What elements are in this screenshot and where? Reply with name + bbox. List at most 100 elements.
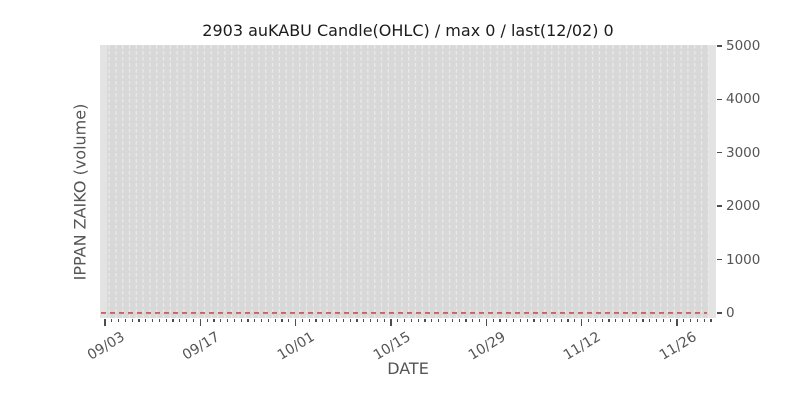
- x-minor-tick-mark: [213, 318, 215, 322]
- x-minor-tick-mark: [472, 318, 474, 322]
- x-minor-tick-mark: [621, 318, 624, 322]
- x-minor-tick-mark: [301, 318, 304, 322]
- y-tick-mark: [717, 312, 722, 314]
- x-minor-tick-mark: [512, 318, 515, 322]
- x-minor-tick-mark: [131, 318, 133, 322]
- x-minor-tick-mark: [158, 318, 161, 322]
- x-minor-tick-mark: [308, 318, 310, 322]
- y-tick-mark: [717, 98, 722, 101]
- y-tick-label: 1000: [726, 251, 761, 268]
- x-minor-tick-mark: [553, 318, 556, 322]
- y-tick-mark: [717, 45, 722, 47]
- x-minor-tick-mark: [690, 318, 692, 322]
- plot-area: [100, 45, 716, 318]
- x-minor-tick-mark: [492, 318, 494, 322]
- x-minor-tick-mark: [519, 318, 521, 322]
- x-minor-tick-mark: [438, 318, 440, 322]
- y-tick-mark: [717, 258, 722, 261]
- x-minor-tick-mark: [254, 318, 256, 322]
- x-minor-tick-mark: [499, 318, 501, 322]
- x-minor-tick-mark: [703, 318, 705, 322]
- x-minor-tick-mark: [342, 318, 344, 322]
- x-minor-tick-mark: [587, 318, 590, 322]
- x-minor-tick-mark: [547, 318, 549, 322]
- x-major-tick-mark: [485, 318, 487, 326]
- x-major-tick-mark: [199, 318, 201, 326]
- x-minor-tick-mark: [240, 318, 242, 322]
- x-minor-tick-mark: [683, 318, 685, 322]
- y-tick-label: 4000: [726, 91, 761, 108]
- x-minor-tick-mark: [186, 318, 188, 322]
- x-major-tick-mark: [390, 318, 392, 326]
- x-minor-tick-mark: [635, 318, 637, 322]
- x-minor-tick-mark: [356, 318, 358, 322]
- x-minor-tick-mark: [608, 318, 610, 322]
- x-minor-tick-mark: [656, 318, 658, 322]
- y-axis-label: IPPAN ZAIKO (volume): [70, 103, 90, 281]
- y-tick-label: 3000: [726, 144, 761, 161]
- x-major-tick-mark: [676, 318, 678, 326]
- x-minor-tick-mark: [152, 318, 154, 322]
- x-minor-tick-mark: [376, 318, 378, 322]
- x-minor-tick-mark: [567, 318, 569, 322]
- plot-canvas: [101, 45, 710, 318]
- x-minor-tick-mark: [642, 318, 644, 322]
- x-minor-tick-mark: [267, 318, 269, 322]
- x-major-tick-mark: [104, 318, 106, 326]
- x-minor-tick-mark: [335, 318, 338, 322]
- y-tick-label: 2000: [726, 198, 761, 215]
- x-minor-tick-mark: [669, 318, 671, 322]
- y-tick-label: 0: [726, 304, 735, 321]
- x-minor-tick-mark: [444, 318, 447, 322]
- x-minor-tick-mark: [165, 318, 167, 322]
- x-minor-tick-mark: [179, 318, 181, 322]
- y-tick-mark: [717, 205, 722, 207]
- x-minor-tick-mark: [281, 318, 283, 322]
- x-minor-tick-mark: [615, 318, 617, 322]
- x-minor-tick-mark: [397, 318, 399, 322]
- x-minor-tick-mark: [172, 318, 174, 322]
- x-minor-tick-mark: [465, 318, 467, 322]
- x-minor-tick-mark: [220, 318, 222, 322]
- x-minor-tick-mark: [710, 318, 712, 322]
- x-minor-tick-mark: [410, 318, 413, 322]
- x-minor-tick-mark: [594, 318, 596, 322]
- chart-title: 2903 auKABU Candle(OHLC) / max 0 / last(…: [202, 21, 614, 40]
- x-minor-tick-mark: [322, 318, 324, 322]
- x-minor-tick-mark: [117, 318, 120, 322]
- x-minor-tick-mark: [233, 318, 235, 322]
- x-minor-tick-mark: [560, 318, 562, 322]
- x-minor-tick-mark: [540, 318, 542, 322]
- x-minor-tick-mark: [206, 318, 208, 322]
- x-major-tick-mark: [581, 318, 583, 326]
- x-minor-tick-mark: [424, 318, 426, 322]
- x-minor-tick-mark: [506, 318, 508, 322]
- y-tick-mark: [717, 152, 722, 154]
- x-minor-tick-mark: [649, 318, 651, 322]
- x-minor-tick-mark: [363, 318, 365, 322]
- x-minor-tick-mark: [226, 318, 229, 322]
- x-minor-tick-mark: [431, 318, 433, 322]
- y-tick-label: 5000: [726, 38, 761, 54]
- x-minor-tick-mark: [329, 318, 331, 322]
- x-minor-tick-mark: [192, 318, 195, 322]
- x-minor-tick-mark: [261, 318, 263, 322]
- x-minor-tick-mark: [247, 318, 249, 322]
- x-minor-tick-mark: [404, 318, 406, 322]
- x-minor-tick-mark: [458, 318, 460, 322]
- x-minor-tick-mark: [628, 318, 630, 322]
- data-band: [107, 45, 708, 318]
- x-minor-tick-mark: [478, 318, 481, 322]
- x-minor-tick-mark: [145, 318, 147, 322]
- x-major-tick-mark: [295, 318, 297, 326]
- x-minor-tick-mark: [111, 318, 113, 322]
- x-minor-tick-mark: [533, 318, 535, 322]
- x-minor-tick-mark: [601, 318, 603, 322]
- x-minor-tick-mark: [124, 318, 126, 322]
- x-minor-tick-mark: [288, 318, 290, 322]
- x-minor-tick-mark: [138, 318, 140, 322]
- x-minor-tick-mark: [662, 318, 664, 322]
- x-minor-tick-mark: [315, 318, 317, 322]
- x-minor-tick-mark: [451, 318, 453, 322]
